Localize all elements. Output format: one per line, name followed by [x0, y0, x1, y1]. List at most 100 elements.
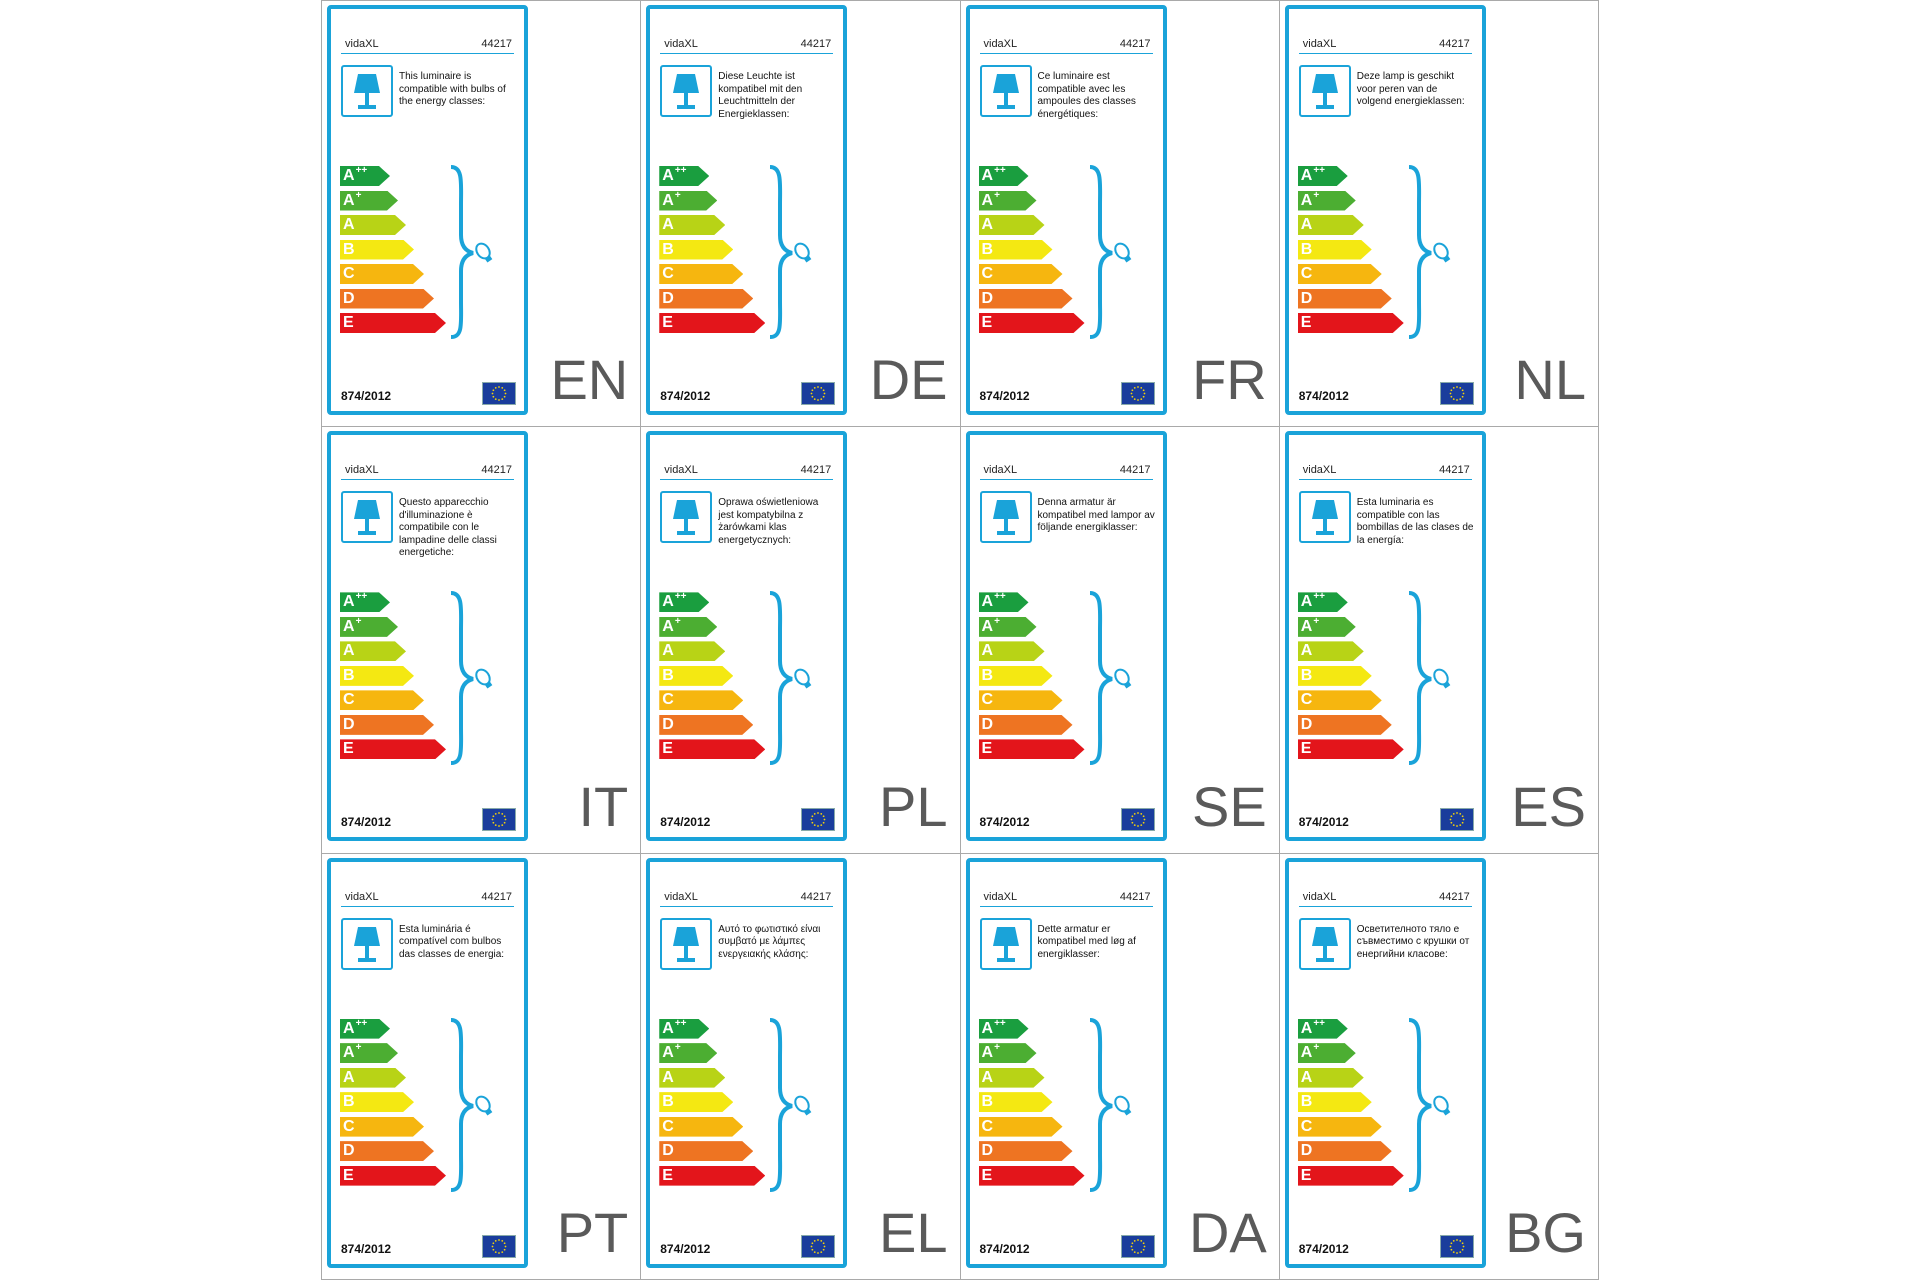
- compatibility-text: Осветителното тяло е съвместимо с крушки…: [1356, 923, 1470, 960]
- energy-class-bar: C: [979, 1117, 1063, 1137]
- energy-class-letter: D: [1300, 1142, 1313, 1160]
- compatibility-text: Ce luminaire est compatible avec les amp…: [1037, 71, 1136, 120]
- energy-class-scale: A++ A+ A B C D E: [340, 592, 460, 760]
- brace-bulb-icon: [1089, 591, 1131, 766]
- label-cell-bg: vidaXL 44217 Осветителното тяло е съвмес…: [1279, 853, 1599, 1280]
- label-cell-it: vidaXL 44217 Questo apparecchio d'illumi…: [322, 427, 642, 854]
- label-header: vidaXL 44217: [1298, 37, 1472, 54]
- model-number: 44217: [800, 464, 832, 477]
- energy-class-letter: C: [343, 1117, 355, 1135]
- brand-name: vidaXL: [345, 464, 379, 477]
- lamp-icon: [354, 500, 380, 536]
- energy-label-card: vidaXL 44217 Questo apparecchio d'illumi…: [327, 431, 528, 842]
- eu-stars-icon: [491, 812, 507, 828]
- eu-flag-icon: [1120, 1234, 1155, 1258]
- lamp-icon-box: [660, 65, 713, 117]
- eu-stars-icon: [1130, 386, 1145, 401]
- energy-class-letter: D: [343, 1142, 355, 1160]
- brand-name: vidaXL: [345, 38, 379, 50]
- energy-class-letter: A: [343, 617, 355, 635]
- label-header: vidaXL 44217: [660, 463, 834, 481]
- energy-class-plus: ++: [355, 165, 368, 176]
- lamp-icon: [992, 74, 1019, 109]
- energy-class-bar: A: [340, 215, 406, 235]
- eu-stars-icon: [810, 1238, 826, 1254]
- energy-class-letter: C: [1300, 1117, 1313, 1135]
- energy-class-bar: A: [979, 641, 1045, 661]
- energy-class-bar: A: [659, 1068, 725, 1088]
- energy-class-letter: C: [662, 691, 674, 709]
- brace-bulb-icon: [1408, 1017, 1451, 1192]
- language-code: SE: [1192, 774, 1267, 838]
- energy-class-bar: A: [340, 1068, 406, 1088]
- energy-class-bar: E: [1298, 313, 1404, 333]
- energy-class-letter: A: [981, 617, 994, 635]
- energy-class-letter: A: [343, 1044, 355, 1062]
- lamp-icon: [992, 500, 1019, 536]
- energy-class-bar: E: [979, 1166, 1085, 1186]
- energy-class-letter: B: [662, 1093, 674, 1111]
- energy-class-bar: B: [979, 240, 1053, 260]
- energy-class-letter: D: [981, 715, 994, 733]
- energy-class-letter: A: [343, 642, 355, 660]
- energy-class-bar: B: [659, 1092, 733, 1112]
- lamp-icon-box: [979, 491, 1032, 544]
- energy-class-letter: C: [343, 691, 355, 709]
- energy-class-letter: A: [981, 167, 994, 184]
- energy-class-bar: C: [979, 264, 1063, 284]
- eu-flag-icon: [482, 382, 516, 405]
- regulation-number: 874/2012: [660, 1241, 711, 1256]
- eu-flag-icon: [482, 808, 516, 832]
- energy-class-letter: B: [343, 240, 355, 258]
- eu-stars-icon: [1449, 1238, 1465, 1254]
- energy-class-letter: A: [662, 593, 674, 611]
- energy-class-bar: B: [1298, 1092, 1372, 1112]
- energy-label-card: vidaXL 44217 This luminaire is compatibl…: [327, 5, 528, 415]
- energy-class-scale: A++ A+ A B C D E: [659, 592, 779, 760]
- energy-class-letter: D: [1300, 715, 1313, 733]
- eu-flag-icon: [1439, 808, 1474, 832]
- eu-stars-icon: [1130, 1238, 1145, 1254]
- lamp-icon: [1311, 74, 1338, 109]
- energy-class-bar: B: [340, 666, 414, 686]
- lamp-icon-box: [341, 65, 393, 117]
- regulation-number: 874/2012: [660, 389, 711, 403]
- energy-class-bar: A+: [1298, 617, 1356, 637]
- energy-class-letter: E: [1300, 1166, 1312, 1184]
- energy-class-bar: E: [340, 739, 446, 759]
- energy-class-bar: A+: [659, 1043, 717, 1063]
- brand-name: vidaXL: [983, 38, 1018, 50]
- energy-class-plus: +: [355, 189, 362, 201]
- energy-label-card: vidaXL 44217 Deze lamp is geschikt voor …: [1284, 5, 1486, 415]
- energy-class-bar: D: [1298, 715, 1392, 735]
- energy-class-letter: A: [981, 216, 994, 233]
- eu-stars-icon: [1449, 812, 1465, 828]
- language-code: PL: [879, 774, 948, 838]
- energy-class-bar: D: [659, 289, 753, 309]
- energy-label-card: vidaXL 44217 Oprawa oświetleniowa jest k…: [646, 431, 848, 842]
- energy-class-letter: D: [1300, 289, 1313, 307]
- eu-stars-icon: [1449, 386, 1465, 401]
- brand-name: vidaXL: [664, 464, 698, 477]
- energy-class-bar: A: [659, 215, 725, 235]
- energy-class-bar: C: [340, 690, 424, 710]
- energy-class-bar: B: [340, 1092, 414, 1112]
- energy-class-bar: A+: [979, 617, 1037, 637]
- energy-class-letter: E: [662, 740, 673, 758]
- energy-label-card: vidaXL 44217 Diese Leuchte ist kompatibe…: [646, 5, 848, 415]
- energy-class-letter: E: [1300, 314, 1312, 331]
- energy-class-letter: E: [1300, 740, 1312, 758]
- compatibility-text: Esta luminaria es compatible con las bom…: [1356, 497, 1474, 546]
- energy-class-scale: A++ A+ A B C D E: [979, 166, 1099, 334]
- energy-class-bar: B: [1298, 240, 1372, 260]
- energy-class-bar: D: [659, 1141, 753, 1161]
- energy-class-bar: D: [1298, 1141, 1392, 1161]
- energy-class-letter: B: [981, 240, 994, 258]
- model-number: 44217: [1119, 464, 1151, 477]
- energy-class-letter: D: [981, 289, 994, 307]
- eu-flag-icon: [801, 808, 836, 832]
- regulation-number: 874/2012: [979, 389, 1030, 403]
- regulation-number: 874/2012: [1298, 815, 1349, 830]
- energy-class-bar: D: [340, 715, 434, 735]
- brace-bulb-icon: [450, 165, 493, 339]
